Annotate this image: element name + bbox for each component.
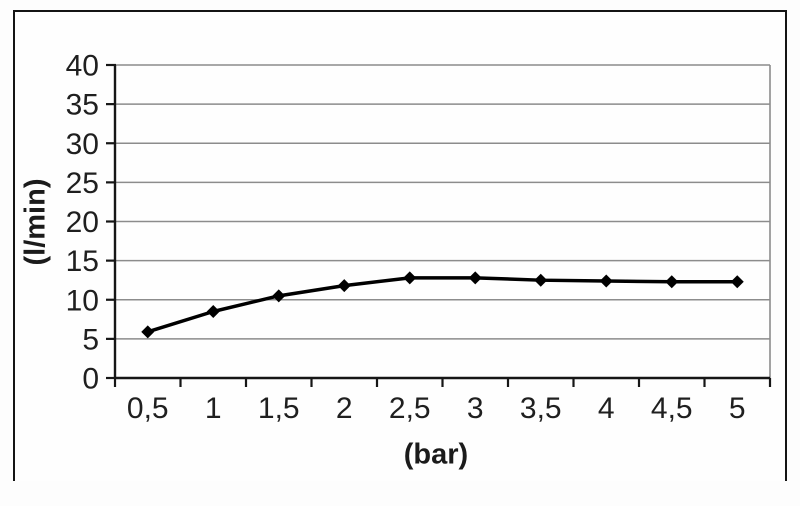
y-tick-label: 10 (66, 284, 99, 317)
x-tick-label: 0,5 (127, 392, 169, 425)
x-tick-label: 1,5 (258, 392, 300, 425)
y-tick-label: 30 (66, 128, 99, 161)
x-tick-label: 2,5 (389, 392, 431, 425)
y-tick-label: 40 (66, 50, 99, 83)
data-point-marker (730, 275, 744, 289)
y-axis-title: (l/min) (19, 178, 52, 266)
x-tick-label: 3 (467, 392, 484, 425)
y-tick-label: 0 (82, 363, 99, 396)
y-tick-label: 5 (82, 323, 99, 356)
x-tick-label: 1 (205, 392, 222, 425)
y-tick-label: 15 (66, 245, 99, 278)
x-tick-label: 3,5 (520, 392, 562, 425)
data-point-marker (665, 275, 679, 289)
x-tick-label: 2 (336, 392, 353, 425)
data-point-marker (141, 325, 155, 339)
data-point-marker (599, 274, 613, 288)
y-tick-label: 20 (66, 206, 99, 239)
y-tick-label: 35 (66, 89, 99, 122)
x-tick-label: 4,5 (651, 392, 693, 425)
x-tick-label: 5 (729, 392, 746, 425)
series-line (146, 276, 739, 334)
data-point-marker (272, 289, 286, 303)
data-point-marker (206, 304, 220, 318)
chart-border-frame (13, 10, 787, 481)
data-point-marker (403, 271, 417, 285)
data-point-marker (337, 279, 351, 293)
data-point-marker (534, 273, 548, 287)
y-tick-label: 25 (66, 167, 99, 200)
x-axis-title: (bar) (403, 438, 469, 471)
x-tick-label: 4 (598, 392, 615, 425)
data-point-marker (468, 271, 482, 285)
